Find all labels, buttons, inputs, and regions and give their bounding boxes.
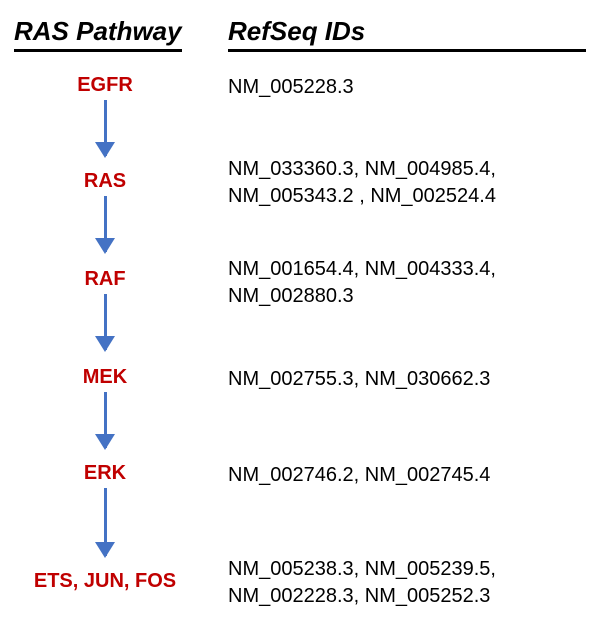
pathway-node: EGFR <box>0 74 210 97</box>
pathway-arrow <box>102 392 108 448</box>
refseq-entry: NM_005228.3 <box>228 74 590 101</box>
pathway-node: ETS, JUN, FOS <box>0 570 210 593</box>
pathway-arrow <box>102 488 108 556</box>
refseq-header: RefSeq IDs <box>228 16 586 52</box>
pathway-arrow <box>102 100 108 156</box>
refseq-entry: NM_001654.4, NM_004333.4, NM_002880.3 <box>228 256 590 310</box>
pathway-arrow <box>102 196 108 252</box>
refseq-entry: NM_002755.3, NM_030662.3 <box>228 366 590 393</box>
pathway-node: ERK <box>0 462 210 485</box>
pathway-node: RAF <box>0 268 210 291</box>
refseq-entry: NM_005238.3, NM_005239.5, NM_002228.3, N… <box>228 556 590 610</box>
pathway-arrow <box>102 294 108 350</box>
pathway-node: RAS <box>0 170 210 193</box>
refseq-entry: NM_002746.2, NM_002745.4 <box>228 462 590 489</box>
refseq-entry: NM_033360.3, NM_004985.4, NM_005343.2 , … <box>228 156 590 210</box>
pathway-header: RAS Pathway <box>14 16 182 52</box>
pathway-node: MEK <box>0 366 210 389</box>
